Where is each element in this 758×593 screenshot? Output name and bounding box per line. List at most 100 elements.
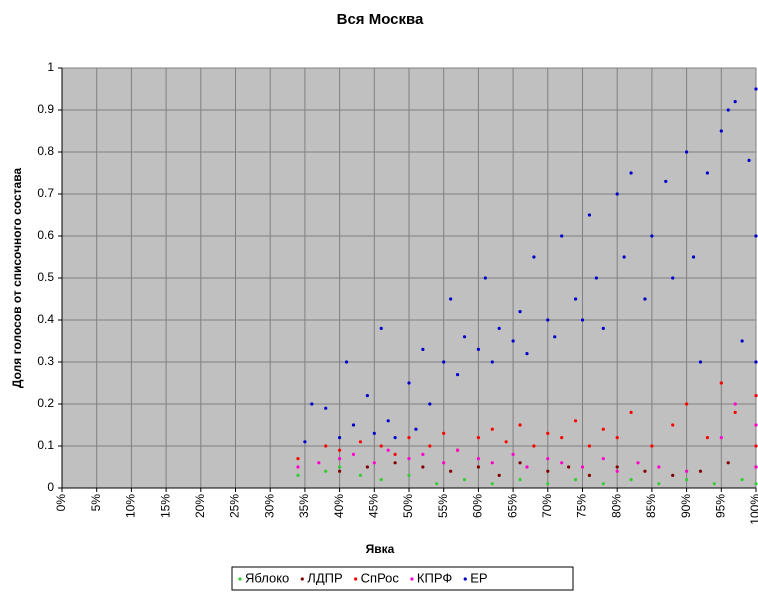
- point: [421, 465, 425, 469]
- point: [754, 360, 758, 364]
- point: [455, 448, 460, 452]
- x-tick-label: 10%: [124, 494, 138, 518]
- legend-marker: [410, 577, 414, 581]
- point: [407, 381, 411, 385]
- point: [657, 482, 661, 486]
- point: [643, 469, 647, 473]
- point: [421, 347, 425, 351]
- point: [351, 452, 356, 456]
- point: [615, 469, 619, 473]
- point: [705, 171, 710, 175]
- point: [754, 394, 758, 398]
- point: [518, 310, 522, 314]
- x-tick-label: 0%: [54, 494, 68, 512]
- point: [546, 469, 550, 473]
- point: [372, 431, 376, 435]
- point: [476, 347, 480, 351]
- point: [747, 158, 751, 162]
- x-tick-label: 30%: [262, 494, 276, 518]
- point: [525, 465, 529, 469]
- point: [303, 440, 307, 444]
- x-tick-label: 80%: [609, 494, 623, 518]
- point: [442, 431, 446, 435]
- y-tick-label: 0.8: [37, 144, 54, 158]
- point: [338, 436, 342, 440]
- point: [525, 352, 529, 356]
- point: [685, 150, 689, 154]
- y-axis-label: Доля голосов от списочного состава: [10, 168, 24, 388]
- point: [671, 423, 675, 427]
- x-tick-label: 5%: [89, 494, 103, 512]
- x-tick-label: 45%: [366, 494, 380, 518]
- x-tick-label: 60%: [471, 494, 485, 518]
- point: [462, 478, 467, 482]
- point: [407, 473, 411, 477]
- x-tick-label: 90%: [679, 494, 693, 518]
- y-tick-label: 0.6: [37, 228, 54, 242]
- point: [365, 465, 369, 469]
- point: [573, 297, 578, 301]
- point: [338, 465, 342, 469]
- point: [393, 461, 397, 465]
- point: [476, 457, 480, 461]
- legend-label: ЛДПР: [307, 570, 342, 585]
- point: [664, 179, 668, 183]
- y-tick-label: 0.1: [37, 438, 54, 452]
- point: [685, 478, 689, 482]
- point: [733, 402, 737, 406]
- point: [455, 373, 460, 377]
- point: [546, 482, 550, 486]
- point: [733, 100, 737, 104]
- point: [650, 234, 654, 238]
- legend-box: [231, 566, 574, 591]
- point: [372, 461, 376, 465]
- legend-label: КПРФ: [417, 570, 452, 585]
- point: [358, 473, 363, 477]
- legend-label: Яблоко: [245, 570, 289, 585]
- point: [754, 444, 758, 448]
- point: [407, 436, 411, 440]
- legend-marker: [300, 577, 304, 581]
- point: [379, 326, 383, 330]
- point: [685, 469, 689, 473]
- point: [546, 318, 550, 322]
- point: [573, 419, 578, 423]
- point: [754, 87, 758, 91]
- point: [671, 473, 675, 477]
- point: [518, 478, 522, 482]
- point: [719, 436, 723, 440]
- point: [476, 465, 480, 469]
- point: [483, 276, 487, 280]
- x-tick-label: 55%: [436, 494, 450, 518]
- point: [504, 440, 508, 444]
- point: [726, 461, 730, 465]
- point: [726, 108, 730, 112]
- point: [344, 360, 349, 364]
- point: [449, 469, 453, 473]
- x-tick-label: 15%: [158, 494, 172, 518]
- x-tick-label: 70%: [540, 494, 554, 518]
- point: [601, 457, 605, 461]
- point: [553, 335, 557, 339]
- point: [393, 436, 397, 440]
- y-tick-label: 0.3: [37, 354, 54, 368]
- legend-label: СпРос: [361, 570, 400, 585]
- point: [296, 473, 300, 477]
- point: [511, 452, 515, 456]
- point: [490, 482, 494, 486]
- point: [324, 406, 328, 410]
- point: [324, 444, 328, 448]
- x-tick-label: 35%: [297, 494, 311, 518]
- point: [518, 461, 522, 465]
- point: [615, 436, 619, 440]
- point: [365, 394, 369, 398]
- x-tick-label: 20%: [193, 494, 207, 518]
- point: [601, 482, 605, 486]
- point: [671, 276, 675, 280]
- point: [601, 427, 605, 431]
- point: [629, 410, 633, 414]
- x-tick-label: 40%: [332, 494, 346, 518]
- point: [518, 423, 522, 427]
- y-tick-label: 0: [47, 480, 54, 494]
